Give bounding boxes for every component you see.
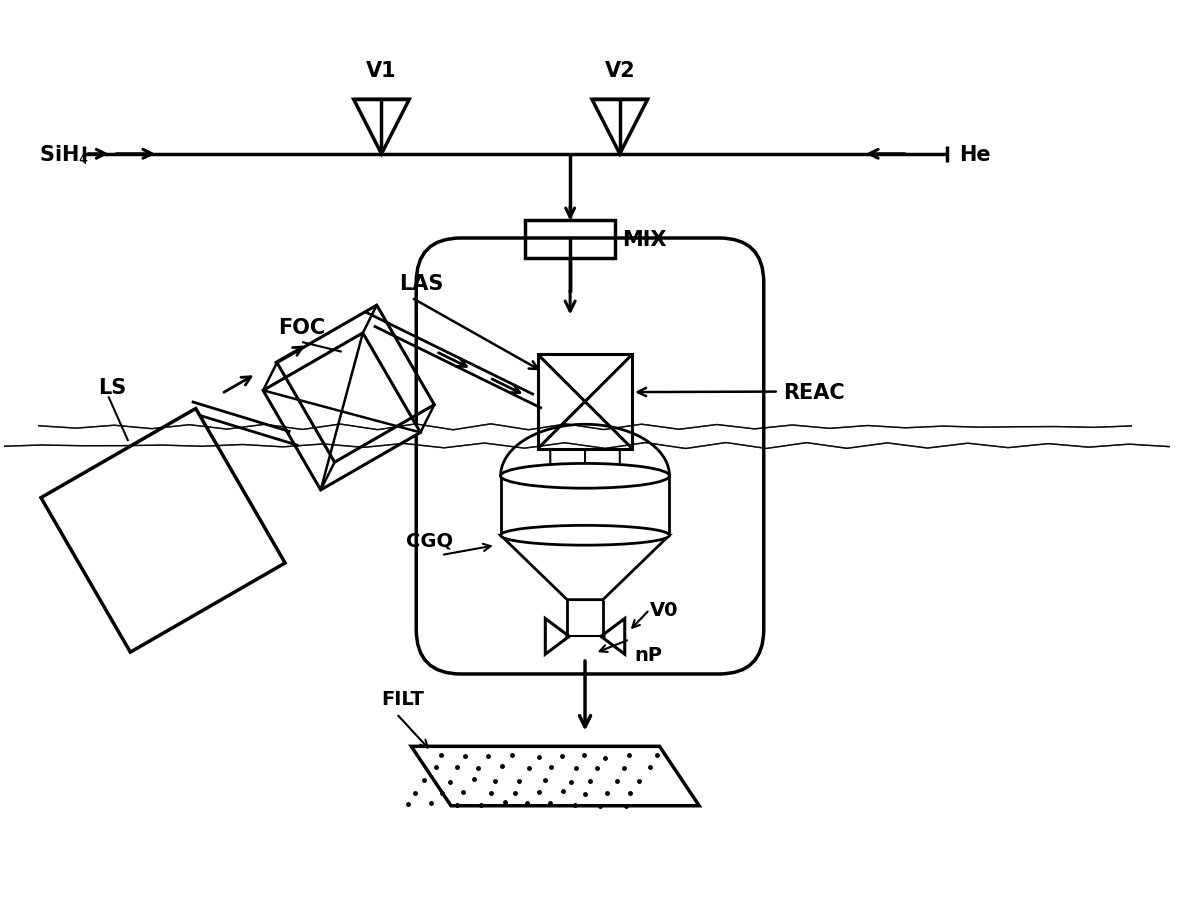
Ellipse shape (501, 526, 670, 546)
Text: LS: LS (99, 377, 127, 397)
Ellipse shape (501, 464, 670, 488)
Polygon shape (546, 619, 569, 654)
Text: nP: nP (634, 645, 663, 664)
Polygon shape (263, 333, 421, 490)
Bar (526, 221, 614, 259)
Text: FILT: FILT (382, 690, 424, 709)
Bar (538, 355, 632, 449)
Text: CGQ: CGQ (407, 531, 454, 550)
Polygon shape (501, 536, 670, 600)
Text: REAC: REAC (784, 383, 845, 402)
Polygon shape (41, 409, 285, 652)
Text: FOC: FOC (278, 318, 325, 338)
Polygon shape (592, 100, 647, 155)
Text: V1: V1 (367, 60, 397, 80)
Text: SiH$_4$: SiH$_4$ (39, 143, 90, 167)
Text: He: He (960, 145, 992, 165)
Text: V0: V0 (650, 600, 678, 619)
Text: LAS: LAS (399, 273, 443, 293)
Polygon shape (354, 100, 409, 155)
Text: V2: V2 (605, 60, 635, 80)
Text: MIX: MIX (621, 230, 666, 250)
Polygon shape (601, 619, 625, 654)
Polygon shape (411, 746, 699, 806)
